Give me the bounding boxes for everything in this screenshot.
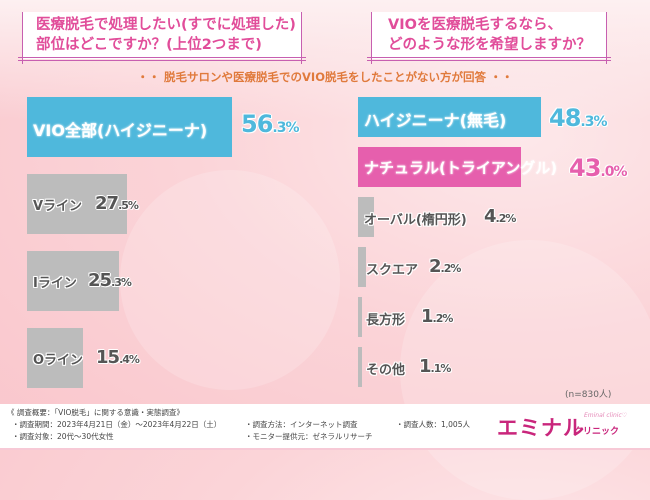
value-int: 25 <box>88 270 112 291</box>
bar-value-v-line: 27.5% <box>95 193 139 214</box>
value-dec: .2% <box>495 212 517 225</box>
question-box-right <box>371 12 607 64</box>
survey-title: 《 調査概要：「VIO脱毛」に関する意識・実態調査》 <box>7 408 184 417</box>
bar-label-i-line: Iライン <box>33 276 77 291</box>
question-box-left-underline <box>18 60 306 61</box>
bar-rectangle <box>358 297 362 337</box>
survey-target: ・調査対象：20代～30代女性 <box>12 432 114 441</box>
bar-hygienic <box>358 97 541 137</box>
survey-count: ・調査人数：1,005人 <box>396 420 470 429</box>
bar-value-other: 1.1% <box>419 356 452 377</box>
bar-i-line <box>27 251 119 311</box>
bar-value-hygienic: 48.3% <box>549 104 608 132</box>
bar-label-hygienic: ハイジニーナ(無毛) <box>364 111 507 130</box>
bar-label-other: その他 <box>366 363 406 378</box>
bar-label-oval: オーバル(楕円形) <box>364 213 467 228</box>
survey-period: ・調査期間：2023年4月21日（金）～2023年4月22日（土） <box>12 420 222 429</box>
value-int: 56 <box>241 110 273 138</box>
bar-v-line <box>27 174 127 234</box>
survey-footer <box>0 404 650 448</box>
value-int: 2 <box>429 256 441 277</box>
question-right-line2: どのような形を希望しますか？ <box>388 37 591 53</box>
sample-size: (n=830人) <box>565 390 612 400</box>
bar-value-rectangle: 1.2% <box>421 306 454 327</box>
value-dec: .0% <box>600 164 627 180</box>
value-dec: .3% <box>272 120 299 136</box>
bar-value-square: 2.2% <box>429 256 462 277</box>
bar-label-o-line: Oライン <box>33 353 84 368</box>
question-box-right-underline <box>367 57 611 58</box>
bar-natural <box>358 147 521 187</box>
logo-eminal: エミナル <box>497 416 585 440</box>
question-box-left-underline <box>18 57 306 58</box>
survey-provider: ・モニター提供元：ゼネラルリサーチ <box>245 432 373 441</box>
question-left-line2: 部位はどこですか？(上位2つまで) <box>36 37 262 53</box>
value-int: 43 <box>569 154 601 182</box>
background-bubble <box>120 170 340 390</box>
bar-value-oval: 4.2% <box>484 206 517 227</box>
bar-value-o-line: 15.4% <box>96 347 140 368</box>
value-dec: .1% <box>430 362 452 375</box>
bar-label-rectangle: 長方形 <box>366 313 406 328</box>
value-int: 1 <box>421 306 433 327</box>
value-dec: .3% <box>111 276 132 289</box>
bar-label-square: スクエア <box>366 263 419 278</box>
value-int: 4 <box>484 206 496 227</box>
bar-label-natural: ナチュラル(トライアングル) <box>364 159 558 177</box>
bar-value-vio-all: 56.3% <box>241 110 300 138</box>
logo-script: Eminal clinic♡ <box>584 412 628 419</box>
bar-label-vio-all: VIO全部(ハイジニーナ) <box>33 121 208 140</box>
value-dec: .3% <box>580 114 607 130</box>
bar-o-line <box>27 328 83 388</box>
value-dec: .2% <box>440 262 462 275</box>
bar-square <box>358 247 366 287</box>
question-box-right-underline <box>367 60 611 61</box>
value-int: 27 <box>95 193 119 214</box>
bar-vio-all <box>27 97 232 157</box>
question-box-left <box>22 12 302 64</box>
value-int: 48 <box>549 104 581 132</box>
bar-other <box>358 347 362 387</box>
value-dec: .4% <box>119 353 140 366</box>
bar-label-v-line: Vライン <box>33 199 83 214</box>
question-right-line1: VIOを医療脱毛するなら、 <box>388 17 562 33</box>
respondent-note: ・・ 脱毛サロンや医療脱毛でのVIO脱毛をしたことがない方が回答 ・・ <box>137 70 513 84</box>
value-dec: .2% <box>432 312 454 325</box>
bar-value-natural: 43.0% <box>569 154 628 182</box>
logo-clinic: クリニック <box>574 427 620 437</box>
footer-border <box>0 448 650 450</box>
value-int: 15 <box>96 347 120 368</box>
bar-value-i-line: 25.3% <box>88 270 132 291</box>
value-int: 1 <box>419 356 431 377</box>
survey-method: ・調査方法：インターネット調査 <box>245 420 358 429</box>
question-left-line1: 医療脱毛で処理したい(すでに処理した) <box>36 17 296 33</box>
value-dec: .5% <box>118 199 139 212</box>
bar-oval <box>358 197 374 237</box>
